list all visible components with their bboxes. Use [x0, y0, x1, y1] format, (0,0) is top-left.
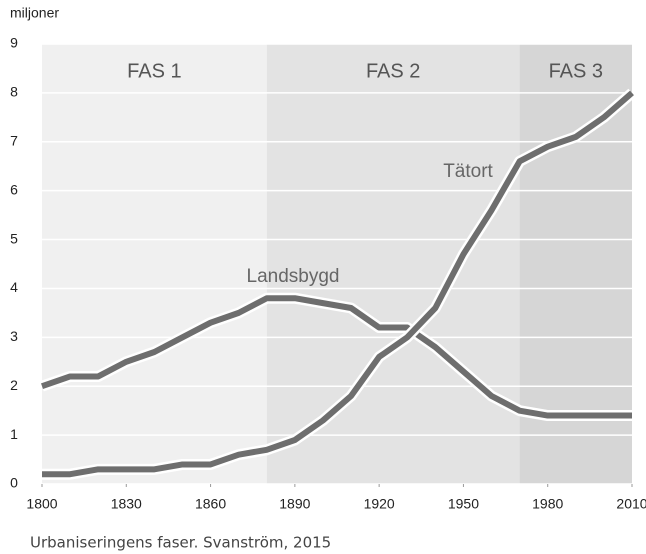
x-tick-label: 1980 — [532, 496, 563, 512]
series-label: Landsbygd — [247, 266, 340, 287]
series-label: Tätort — [443, 161, 493, 182]
line — [42, 90, 634, 478]
phase-band — [42, 44, 267, 484]
line — [41, 295, 632, 419]
y-tick-label: 3 — [10, 328, 18, 344]
x-tick-label: 1830 — [111, 496, 142, 512]
phase-band — [266, 44, 520, 484]
x-tick-label: 1950 — [448, 496, 479, 512]
caption: Urbaniseringens faser. Svanström, 2015 — [30, 534, 331, 552]
x-tick-label: 1860 — [195, 496, 226, 512]
y-tick-label: 4 — [10, 279, 18, 295]
y-tick-label: 0 — [10, 475, 18, 491]
y-tick-label: 5 — [10, 230, 18, 246]
x-tick-label: 1800 — [26, 496, 57, 512]
x-tick-label: 2010 — [616, 496, 646, 512]
x-tick-label: 1920 — [364, 496, 395, 512]
y-tick-label: 1 — [10, 426, 18, 442]
phase-label: FAS 2 — [366, 60, 420, 82]
phase-label: FAS 1 — [127, 60, 181, 82]
y-tick-label: 8 — [10, 84, 18, 100]
phase-label: FAS 3 — [549, 60, 603, 82]
x-tick-label: 1890 — [279, 496, 310, 512]
y-axis-label: miljoner — [10, 5, 59, 21]
y-tick-label: 6 — [10, 181, 18, 197]
y-tick-label: 9 — [10, 35, 18, 51]
y-tick-label: 7 — [10, 132, 18, 148]
y-tick-label: 2 — [10, 377, 18, 393]
